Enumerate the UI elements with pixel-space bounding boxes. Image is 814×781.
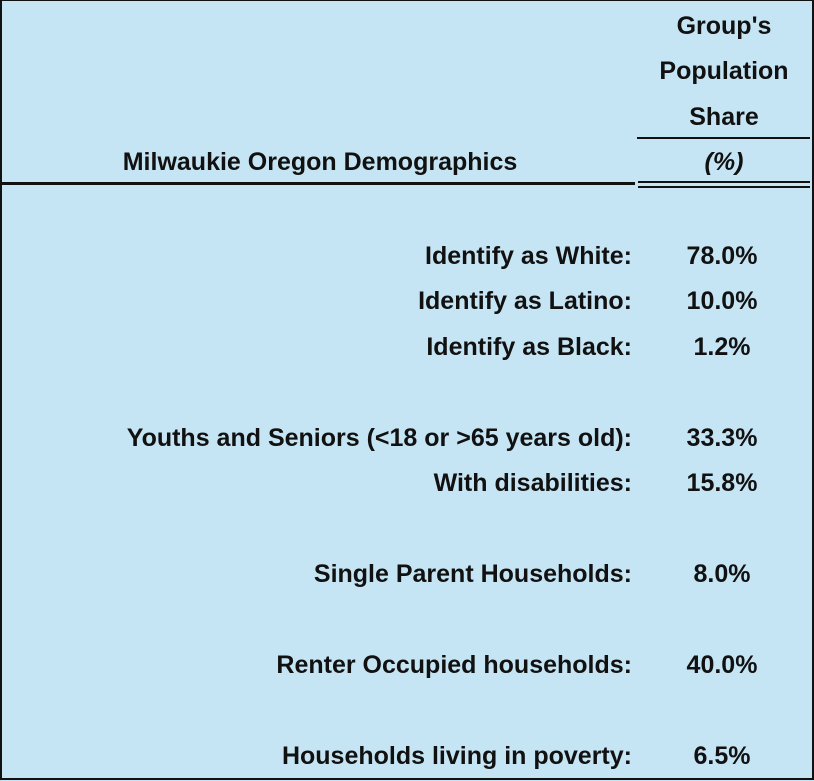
- row-value: 40.0%: [686, 651, 758, 679]
- row-value: 1.2%: [693, 333, 751, 361]
- row-value: 78.0%: [686, 242, 758, 270]
- header-double-border-top: [638, 181, 810, 183]
- row-label: Single Parent Households:: [313, 560, 632, 588]
- row-label: Households living in poverty:: [281, 742, 632, 770]
- row-label: Identify as Latino:: [418, 287, 632, 315]
- header-double-border-bottom: [638, 186, 810, 188]
- row-label: Identify as White:: [425, 242, 632, 270]
- row-value: 33.3%: [686, 424, 758, 452]
- row-value: 15.8%: [686, 469, 758, 497]
- column-header-line-1: Group's: [676, 12, 772, 40]
- header-bottom-border: [0, 182, 635, 185]
- row-value: 10.0%: [686, 287, 758, 315]
- row-label: With disabilities:: [433, 469, 632, 497]
- column-header-line-2: Population: [659, 57, 789, 85]
- table-title: Milwaukie Oregon Demographics: [122, 148, 518, 176]
- header-underline: [637, 137, 810, 139]
- row-label: Youths and Seniors (<18 or >65 years old…: [126, 424, 632, 452]
- row-label: Renter Occupied households:: [276, 651, 632, 679]
- column-unit: (%): [704, 148, 744, 176]
- row-label: Identify as Black:: [426, 333, 632, 361]
- row-value: 8.0%: [693, 560, 751, 588]
- column-header-line-3: Share: [689, 103, 759, 131]
- row-value: 6.5%: [693, 742, 751, 770]
